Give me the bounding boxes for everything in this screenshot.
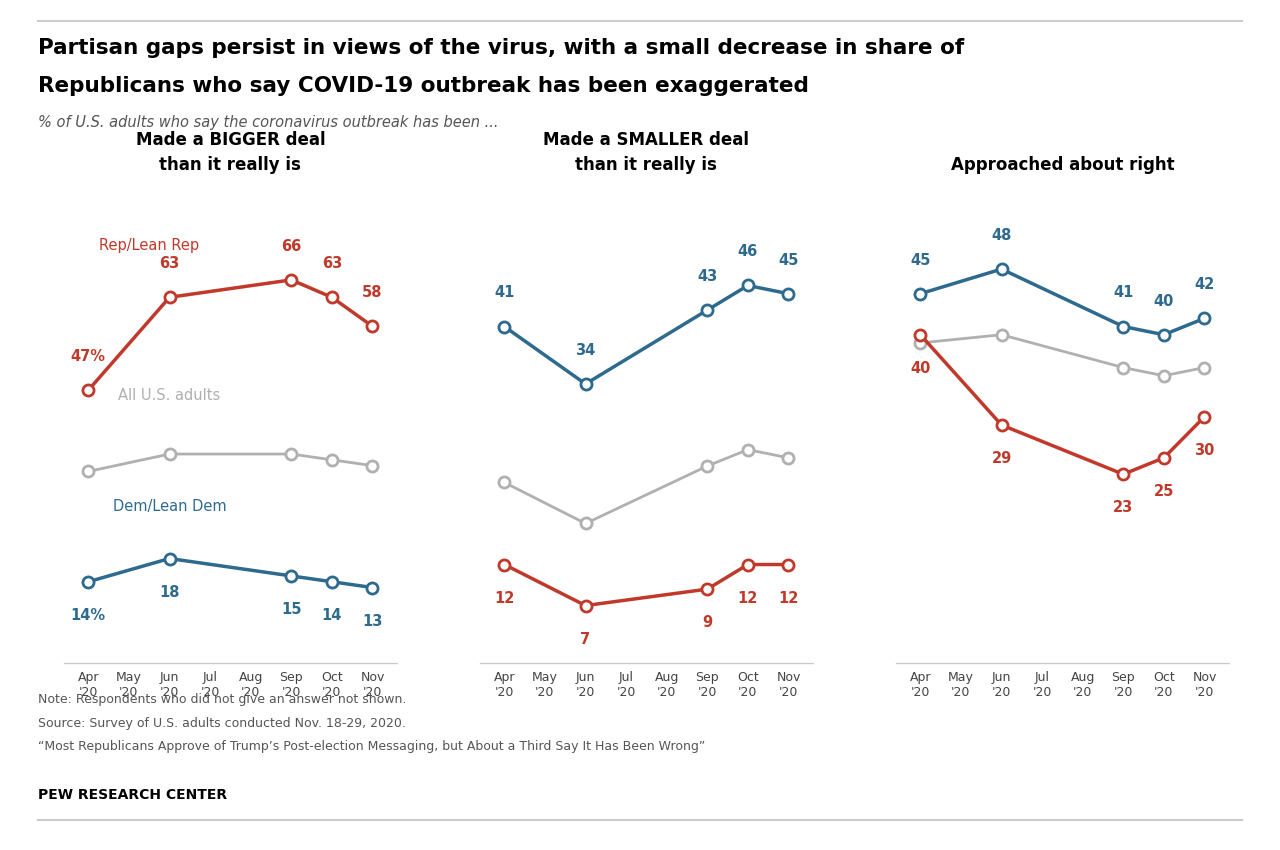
Text: 12: 12 <box>494 591 515 606</box>
Title: Made a BIGGER deal
than it really is: Made a BIGGER deal than it really is <box>136 132 325 174</box>
Text: 41: 41 <box>494 286 515 300</box>
Text: 48: 48 <box>991 228 1011 243</box>
Text: “Most Republicans Approve of Trump’s Post-election Messaging, but About a Third : “Most Republicans Approve of Trump’s Pos… <box>38 740 705 753</box>
Text: Republicans who say COVID-19 outbreak has been exaggerated: Republicans who say COVID-19 outbreak ha… <box>38 76 809 97</box>
Text: 41: 41 <box>1114 286 1134 300</box>
Text: 23: 23 <box>1114 501 1133 515</box>
Text: 46: 46 <box>737 244 758 259</box>
Text: All U.S. adults: All U.S. adults <box>118 388 220 404</box>
Text: Rep/Lean Rep: Rep/Lean Rep <box>99 237 200 252</box>
Text: 12: 12 <box>778 591 799 606</box>
Text: 42: 42 <box>1194 277 1215 292</box>
Text: 13: 13 <box>362 614 383 629</box>
Text: 40: 40 <box>1153 293 1174 309</box>
Text: 14%: 14% <box>70 608 106 623</box>
Text: 15: 15 <box>282 602 302 617</box>
Text: 47%: 47% <box>70 349 106 364</box>
Text: 43: 43 <box>698 269 717 284</box>
Text: PEW RESEARCH CENTER: PEW RESEARCH CENTER <box>38 788 228 802</box>
Text: 14: 14 <box>321 608 342 623</box>
Text: % of U.S. adults who say the coronavirus outbreak has been ...: % of U.S. adults who say the coronavirus… <box>38 115 499 130</box>
Text: Dem/Lean Dem: Dem/Lean Dem <box>113 499 227 513</box>
Title: Made a SMALLER deal
than it really is: Made a SMALLER deal than it really is <box>544 132 749 174</box>
Text: 29: 29 <box>992 451 1011 466</box>
Text: 9: 9 <box>703 615 713 631</box>
Text: 45: 45 <box>910 252 931 268</box>
Text: Source: Survey of U.S. adults conducted Nov. 18-29, 2020.: Source: Survey of U.S. adults conducted … <box>38 717 406 729</box>
Text: 63: 63 <box>321 256 342 271</box>
Text: 25: 25 <box>1153 484 1174 499</box>
Text: Note: Respondents who did not give an answer not shown.: Note: Respondents who did not give an an… <box>38 693 407 706</box>
Text: Partisan gaps persist in views of the virus, with a small decrease in share of: Partisan gaps persist in views of the vi… <box>38 38 965 59</box>
Text: 40: 40 <box>910 361 931 376</box>
Text: 58: 58 <box>362 285 383 300</box>
Text: 18: 18 <box>159 585 179 600</box>
Text: 7: 7 <box>580 632 590 647</box>
Text: 63: 63 <box>160 256 179 271</box>
Text: 12: 12 <box>737 591 758 606</box>
Title: Approached about right: Approached about right <box>951 156 1174 174</box>
Text: 45: 45 <box>778 252 799 268</box>
Text: 66: 66 <box>282 239 301 253</box>
Text: 34: 34 <box>576 343 595 358</box>
Text: 30: 30 <box>1194 443 1215 458</box>
